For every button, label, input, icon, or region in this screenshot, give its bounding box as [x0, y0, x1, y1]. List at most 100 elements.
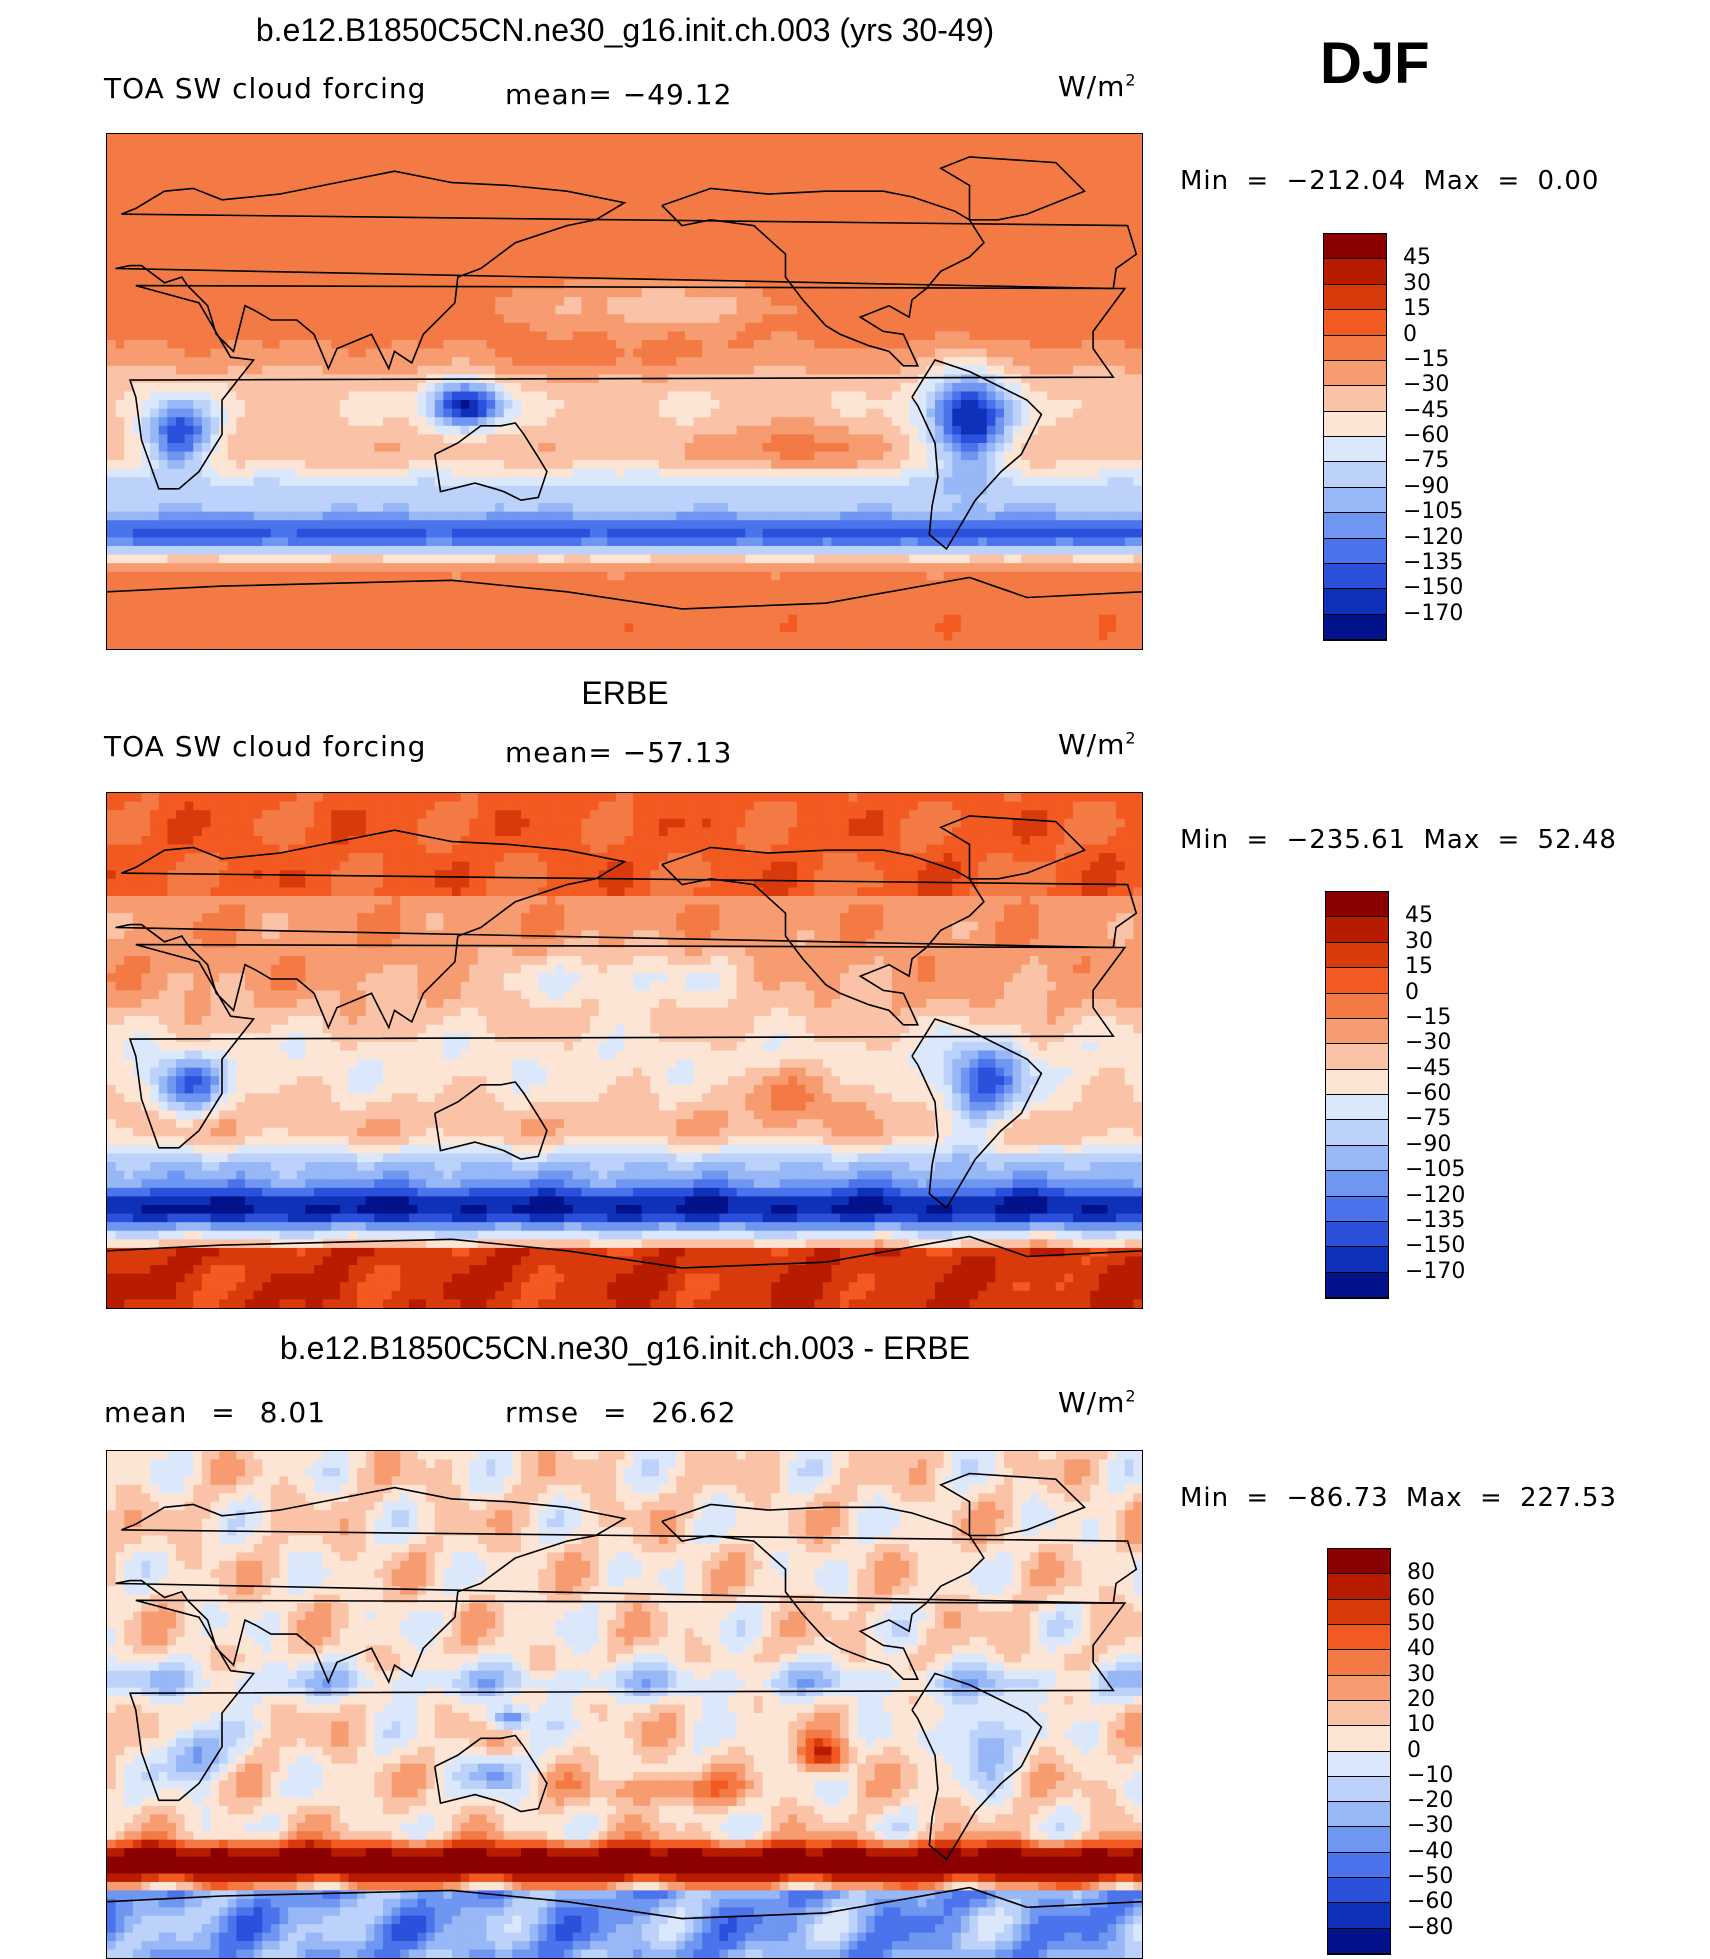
map-cell — [607, 194, 617, 204]
map-cell — [495, 425, 505, 436]
map-cell — [797, 271, 807, 281]
map-cell — [1038, 425, 1048, 436]
map-cell — [1081, 151, 1091, 161]
map-cell — [417, 460, 427, 470]
map-cell — [857, 237, 867, 247]
map-cell — [693, 194, 703, 204]
map-cell — [659, 228, 669, 238]
map-cell — [452, 185, 462, 195]
map-cell — [736, 451, 746, 461]
map-cell — [1055, 211, 1065, 221]
map-cell — [434, 168, 444, 178]
map-cell — [659, 485, 669, 496]
map-cell — [477, 237, 488, 247]
map-cell — [840, 211, 850, 221]
map-cell — [227, 340, 237, 350]
map-cell — [952, 279, 962, 290]
map-cell — [417, 211, 427, 221]
map-cell — [564, 288, 574, 298]
map-cell — [650, 357, 660, 367]
map-cell — [383, 202, 393, 212]
map-cell — [702, 391, 712, 401]
map-cell — [115, 374, 125, 384]
map-cell — [538, 279, 548, 290]
map-cell — [753, 408, 764, 418]
map-cell — [1107, 417, 1117, 427]
map-cell — [710, 417, 720, 427]
map-cell — [262, 400, 272, 410]
map-cell — [624, 262, 634, 272]
map-cell — [184, 365, 194, 375]
map-cell — [391, 202, 401, 212]
map-cell — [529, 142, 539, 152]
map-cell — [598, 434, 608, 444]
map-cell — [1090, 262, 1100, 272]
map-cell — [167, 348, 177, 358]
map-cell — [615, 168, 626, 178]
map-cell — [917, 460, 927, 470]
map-cell — [374, 468, 384, 478]
map-cell — [227, 357, 237, 367]
map-cell — [564, 314, 574, 324]
map-cell — [158, 314, 168, 324]
map-cell — [607, 254, 617, 264]
map-cell — [848, 176, 858, 187]
map-cell — [822, 228, 833, 238]
map-cell — [141, 211, 151, 221]
map-cell — [633, 443, 643, 453]
map-cell — [797, 297, 807, 307]
map-cell — [193, 271, 203, 281]
map-cell — [107, 391, 117, 401]
map-cell — [348, 262, 358, 272]
map-cell — [1107, 374, 1117, 384]
map-cell — [1133, 477, 1142, 487]
map-cell — [184, 417, 194, 427]
map-cell — [590, 434, 600, 444]
map-cell — [831, 237, 841, 247]
map-cell — [1116, 271, 1126, 281]
map-cell — [1038, 305, 1048, 315]
map-cell — [917, 400, 927, 410]
map-cell — [719, 219, 729, 230]
map-cell — [253, 451, 263, 461]
map-cell — [891, 400, 902, 410]
map-cell — [736, 245, 746, 255]
map-cell — [710, 434, 720, 444]
map-cell — [236, 477, 246, 487]
map-cell — [969, 365, 979, 375]
map-cell — [408, 305, 419, 315]
map-cell — [676, 391, 686, 401]
map-cell — [339, 340, 350, 350]
map-cell — [408, 365, 419, 375]
map-cell — [245, 485, 255, 496]
map-cell — [986, 262, 996, 272]
map-cell — [512, 382, 522, 393]
map-cell — [771, 134, 781, 144]
map-cell — [1081, 168, 1091, 178]
map-cell — [270, 245, 281, 255]
map-cell — [262, 305, 272, 315]
map-cell — [978, 400, 988, 410]
map-cell — [296, 400, 306, 410]
map-cell — [201, 194, 212, 204]
map-cell — [279, 477, 289, 487]
map-cell — [167, 314, 177, 324]
map-cell — [728, 400, 738, 410]
map-cell — [1107, 425, 1117, 436]
map-cell — [995, 142, 1005, 152]
map-cell — [814, 408, 824, 418]
map-cell — [150, 451, 160, 461]
map-cell — [969, 159, 979, 169]
map-cell — [314, 348, 324, 358]
map-cell — [874, 357, 884, 367]
map-cell — [443, 322, 453, 333]
map-cell — [788, 176, 798, 187]
map-cell — [624, 391, 634, 401]
map-cell — [1133, 391, 1142, 401]
map-cell — [590, 331, 600, 341]
map-cell — [874, 451, 884, 461]
map-cell — [1029, 194, 1040, 204]
map-cell — [486, 417, 496, 427]
map-cell — [935, 176, 945, 187]
map-cell — [1090, 340, 1100, 350]
